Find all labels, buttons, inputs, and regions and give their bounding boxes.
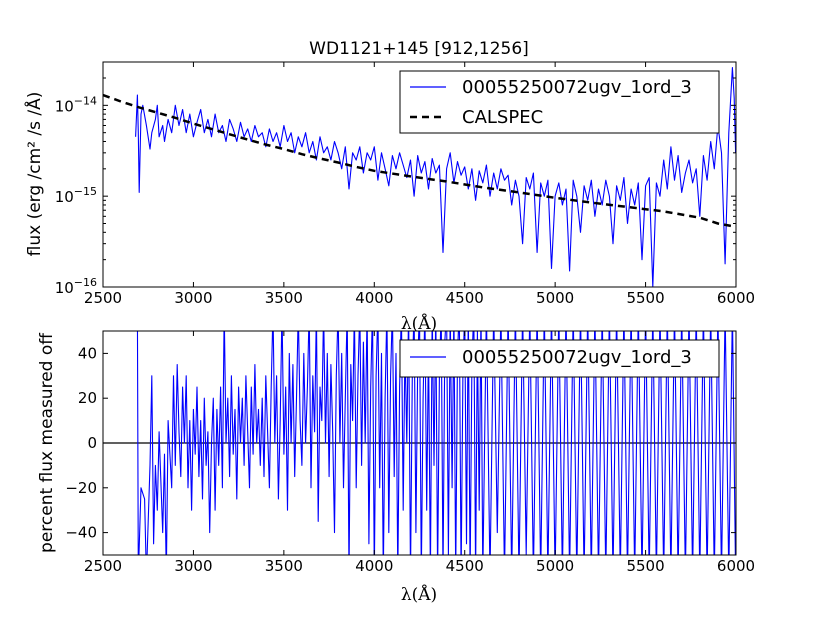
- top-axes-frame: [102, 61, 737, 288]
- top-series-calspec-line: [103, 93, 736, 229]
- bottom-y-axis-label: percent flux measured off: [37, 332, 57, 553]
- bottom-x-axis-label: λ(Å): [401, 584, 437, 605]
- top-y-tick-label: 10−15: [55, 185, 97, 206]
- top-series-measured-line: [135, 67, 736, 287]
- top-x-tick-label: 2500: [84, 289, 122, 307]
- top-y-tick-label: 10−16: [55, 276, 97, 297]
- top-y-tick-label: 10−14: [55, 94, 97, 115]
- bottom-x-tick-label: 4000: [355, 557, 393, 575]
- bottom-legend-label-measured: 00055250072ugv_1ord_3: [462, 347, 692, 368]
- bottom-legend-box: [399, 339, 720, 378]
- top-x-ticks: 2500 3000 3500 4000 4500 5000 5500 6000: [84, 62, 755, 307]
- top-legend-box: [399, 70, 720, 134]
- bottom-x-tick-label: 5500: [626, 557, 664, 575]
- bottom-y-tick-label: 20: [78, 389, 97, 407]
- bottom-chart: 2500 3000 3500 4000 4500 5000 5500 6000 −40 −20 0…: [37, 330, 755, 605]
- bottom-y-ticks: −40 −20 0 20 40: [65, 344, 736, 542]
- bottom-legend: 00055250072ugv_1ord_3: [399, 339, 720, 378]
- top-chart: WD1121+145 [912,1256] 2500 3000 3500 4000 45…: [23, 39, 755, 334]
- bottom-y-tick-label: 40: [78, 344, 97, 362]
- bottom-y-tick-label: 0: [87, 434, 97, 452]
- top-legend-label-measured: 00055250072ugv_1ord_3: [462, 77, 692, 98]
- top-y-axis-label: flux (erg /cm² /s /Å): [23, 92, 45, 257]
- top-x-axis-label: λ(Å): [401, 313, 437, 334]
- bottom-x-tick-label: 5000: [536, 557, 574, 575]
- top-legend: 00055250072ugv_1ord_3 CALSPEC: [399, 70, 720, 134]
- bottom-x-tick-label: 3500: [265, 557, 303, 575]
- bottom-x-ticks: 2500 3000 3500 4000 4500 5000 5500 6000: [84, 331, 755, 575]
- bottom-x-tick-label: 3000: [174, 557, 212, 575]
- top-x-tick-label: 4000: [355, 289, 393, 307]
- top-legend-label-calspec: CALSPEC: [462, 107, 543, 128]
- bottom-y-tick-label: −20: [65, 479, 97, 497]
- top-x-tick-label: 4500: [446, 289, 484, 307]
- top-chart-title: WD1121+145 [912,1256]: [309, 39, 529, 59]
- top-x-tick-label: 3500: [265, 289, 303, 307]
- top-x-tick-label: 5500: [626, 289, 664, 307]
- bottom-x-tick-label: 6000: [717, 557, 755, 575]
- bottom-x-tick-label: 2500: [84, 557, 122, 575]
- top-x-tick-label: 3000: [174, 289, 212, 307]
- bottom-x-tick-label: 4500: [446, 557, 484, 575]
- bottom-y-tick-label: −40: [65, 524, 97, 542]
- top-x-tick-label: 5000: [536, 289, 574, 307]
- top-x-tick-label: 6000: [717, 289, 755, 307]
- top-y-ticks: 10−16 10−15 10−14: [55, 61, 736, 297]
- top-plot-area: [103, 67, 736, 287]
